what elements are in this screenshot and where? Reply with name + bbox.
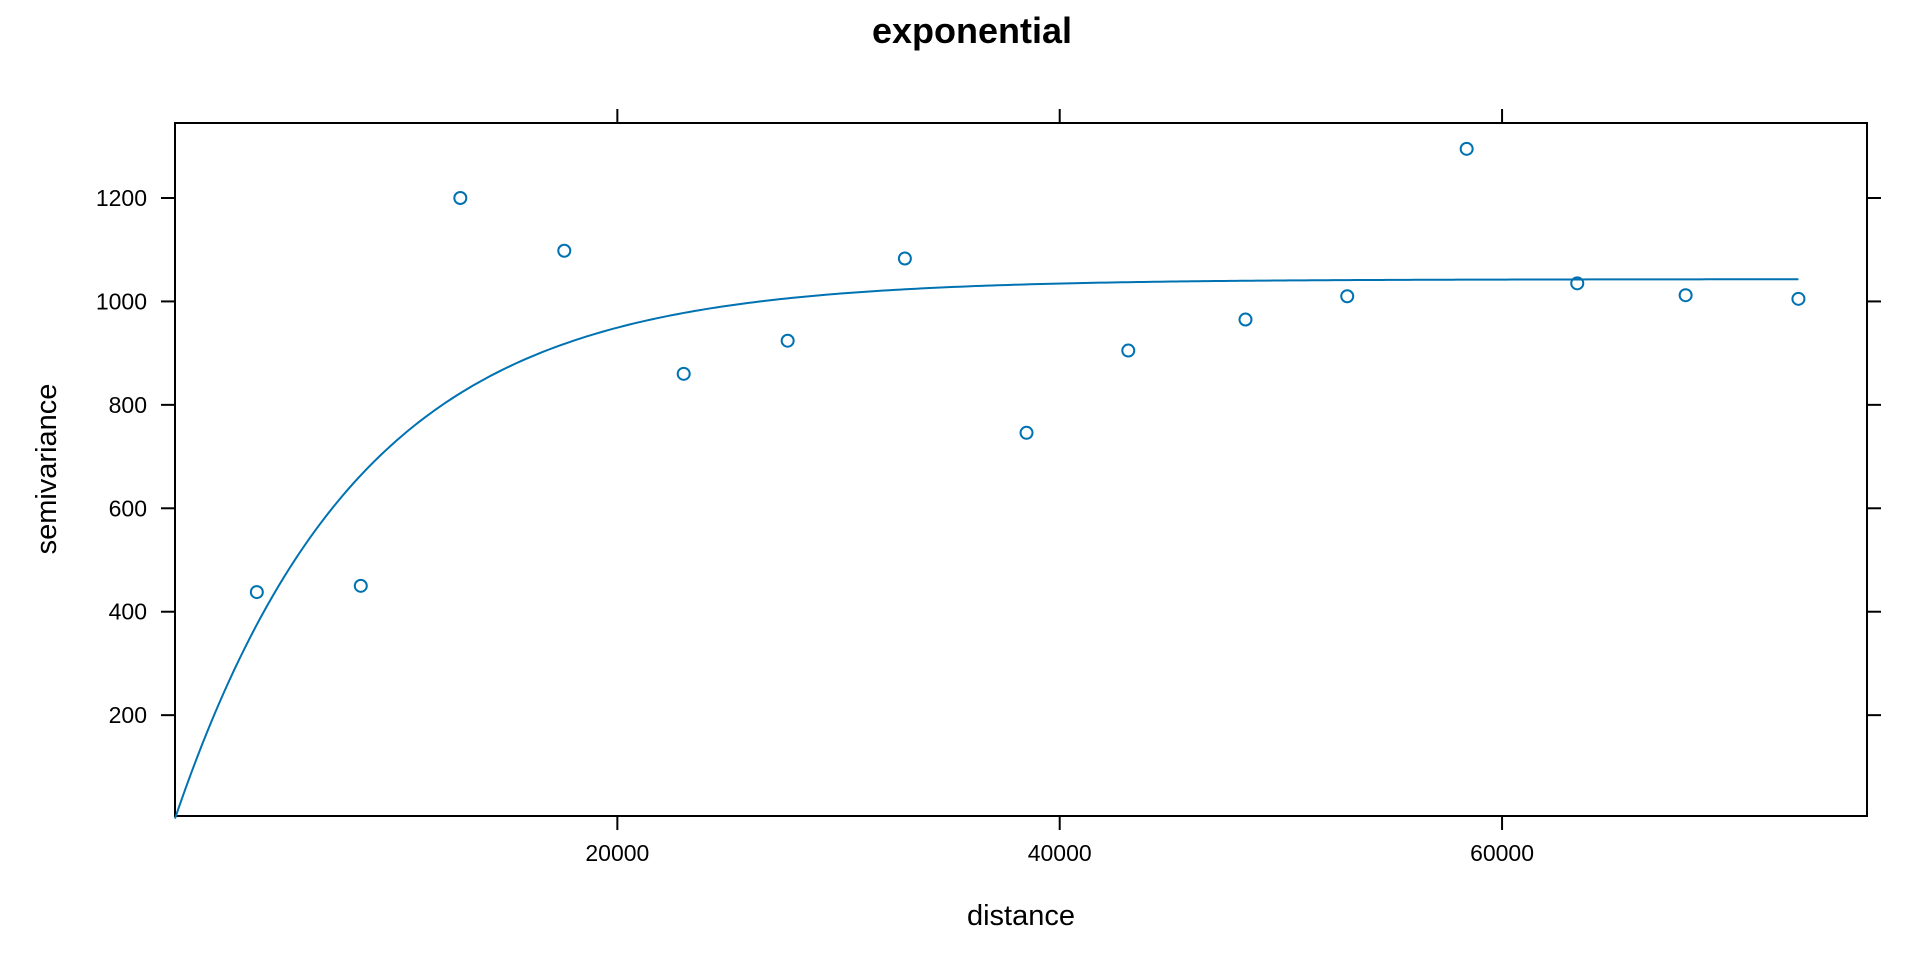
data-point [676, 366, 691, 381]
x-tick-label: 40000 [1028, 840, 1092, 866]
data-point [557, 243, 572, 258]
x-tick-label: 60000 [1470, 840, 1534, 866]
data-point [249, 585, 264, 600]
data-point [353, 578, 368, 593]
data-point [1019, 425, 1034, 440]
y-tick-label: 1000 [96, 288, 147, 314]
data-point [780, 333, 795, 348]
data-point [453, 190, 468, 205]
data-point [1570, 276, 1585, 291]
y-tick-label: 400 [109, 599, 147, 625]
data-point [897, 251, 912, 266]
y-tick-label: 600 [109, 495, 147, 521]
data-points-layer [249, 141, 1806, 600]
chart-title: exponential [872, 10, 1072, 51]
x-axis: 20000 40000 60000 [585, 109, 1534, 866]
x-tick-label: 20000 [585, 840, 649, 866]
x-axis-label: distance [967, 900, 1075, 932]
y-tick-label: 800 [109, 392, 147, 418]
fitted-exponential-line [174, 278, 1799, 819]
y-tick-label: 200 [109, 702, 147, 728]
plot-frame [174, 122, 1868, 817]
data-point [1121, 343, 1136, 358]
y-axis-label: semivariance [31, 384, 63, 555]
y-tick-label: 1200 [96, 185, 147, 211]
data-point [1238, 312, 1253, 327]
data-point [1678, 288, 1693, 303]
data-point [1340, 289, 1355, 304]
fitted-model-layer [174, 278, 1799, 819]
data-point [1791, 291, 1806, 306]
data-point [1459, 141, 1474, 156]
y-axis: 200 400 600 800 1000 1200 [96, 185, 1881, 728]
